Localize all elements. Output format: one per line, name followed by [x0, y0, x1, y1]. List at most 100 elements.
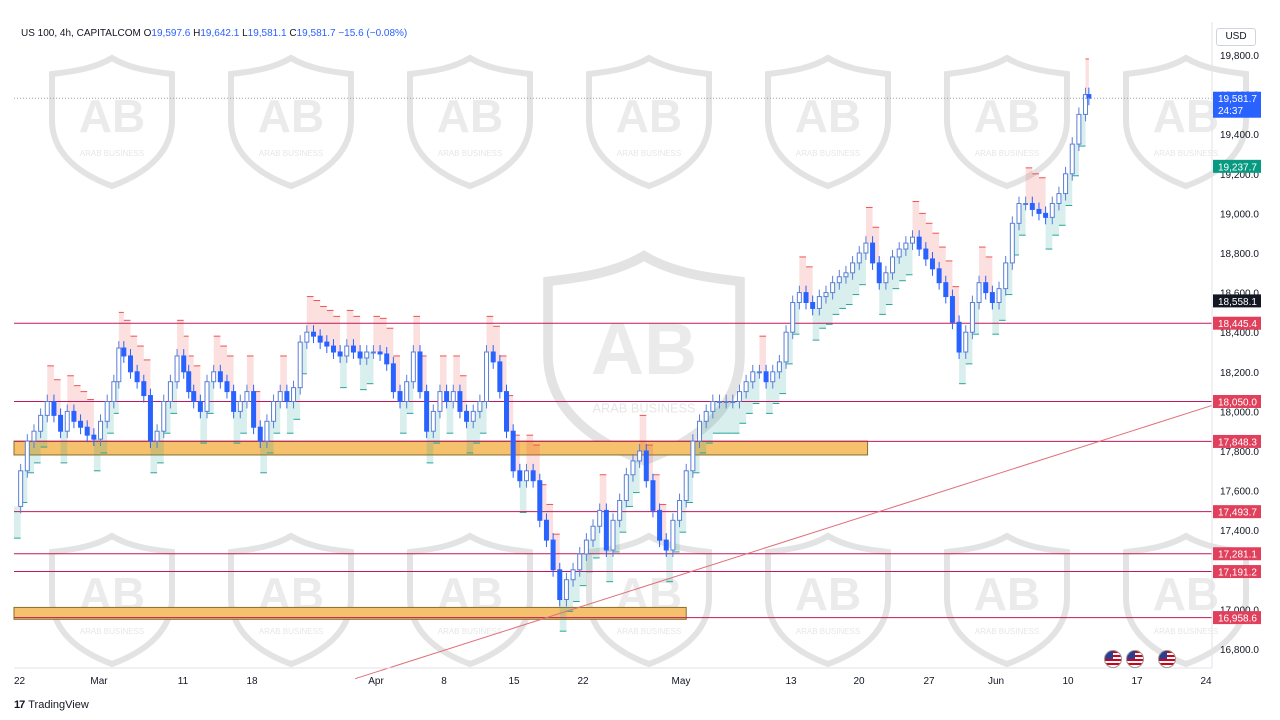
candle-body	[504, 391, 510, 432]
candle-body	[174, 355, 180, 383]
y-tick-label: 17,400.0	[1220, 526, 1259, 537]
trend-cloud-segment	[150, 441, 158, 473]
candle-body	[577, 553, 583, 571]
candle-body	[896, 248, 902, 258]
trend-cloud-segment	[566, 579, 574, 612]
level-price-label: 17,848.3	[1218, 437, 1257, 448]
watermark-shield	[765, 532, 891, 668]
candle-body	[457, 391, 463, 412]
candle-body	[723, 401, 729, 403]
candle-body	[224, 381, 230, 393]
last-price-label: 19,581.7	[1218, 94, 1257, 105]
us-flag-icon[interactable]	[1158, 650, 1176, 668]
level-price-label-background	[1213, 395, 1261, 408]
watermark-monogram: AB	[591, 307, 697, 390]
candle-body	[603, 509, 609, 551]
candle-body	[477, 401, 483, 412]
candle-body	[330, 345, 336, 353]
candle-body	[410, 351, 416, 383]
trend-cloud-segment	[473, 411, 480, 444]
watermark-text: ARAB BUSINESS	[1154, 627, 1218, 636]
trend-cloud-segment	[859, 253, 866, 285]
candle-body	[657, 509, 663, 541]
trend-cloud-segment	[280, 355, 287, 392]
trend-cloud-segment	[739, 391, 747, 424]
candle-body	[357, 351, 363, 359]
x-tick-label: May	[672, 676, 691, 687]
candle-body	[663, 539, 669, 551]
candle-body	[1023, 203, 1029, 205]
trend-cloud-segment	[613, 520, 620, 552]
watermark-text: ARAB BUSINESS	[617, 149, 681, 158]
trend-cloud-segment	[107, 401, 114, 434]
candle-body	[450, 391, 456, 403]
trend-cloud-segment	[183, 336, 189, 372]
trend-cloud-segment	[360, 357, 367, 390]
candle-body	[943, 282, 949, 298]
candle-body	[237, 401, 243, 412]
y-tick-label: 17,600.0	[1220, 487, 1259, 498]
us-flag-icon[interactable]	[1104, 650, 1122, 668]
y-tick-label: 18,800.0	[1220, 249, 1259, 260]
trend-cloud-segment	[340, 355, 347, 388]
candle-body	[127, 355, 133, 373]
trend-cloud-segment	[373, 316, 381, 352]
trend-cloud-segment	[559, 599, 567, 632]
trend-cloud-segment	[1025, 167, 1033, 204]
trend-cloud-segment	[333, 316, 341, 352]
trend-cloud-segment	[446, 401, 454, 434]
candle-body	[84, 426, 90, 436]
trend-cloud-segment	[806, 266, 813, 303]
trend-cloud-segment	[799, 256, 807, 293]
close-value: 19,581.7	[296, 28, 336, 39]
candle-body	[770, 371, 776, 383]
trend-cloud-segment	[27, 441, 34, 473]
trend-cloud-segment	[300, 342, 307, 374]
stop-price-label: 19,237.7	[1218, 162, 1257, 173]
candle-body	[936, 268, 942, 284]
trend-cloud-segment	[326, 310, 334, 347]
candle-body	[623, 474, 629, 502]
trend-cloud-segment	[353, 316, 361, 352]
x-tick-label: Apr	[368, 676, 384, 687]
candle-body	[18, 470, 24, 507]
trend-cloud-segment	[952, 286, 960, 323]
trend-cloud-segment	[939, 247, 946, 283]
candle-body	[703, 410, 709, 422]
trend-cloud-segment	[20, 470, 28, 503]
trend-cloud-segment	[1072, 144, 1079, 176]
candle-body	[790, 302, 796, 333]
us-flag-icon[interactable]	[1126, 650, 1144, 668]
trend-cloud-segment	[825, 292, 833, 325]
candle-body	[251, 391, 257, 428]
supply-demand-zone	[13, 606, 687, 620]
candle-body	[617, 500, 623, 521]
candle-body	[643, 450, 649, 482]
watermark-shield	[228, 532, 354, 668]
trend-cloud-segment	[380, 318, 387, 354]
footer-brand[interactable]: 17 TradingView	[14, 699, 89, 711]
candle-body	[1063, 173, 1069, 195]
trend-cloud-segment	[579, 553, 587, 586]
candle-body	[949, 296, 955, 323]
trend-cloud-segment	[93, 439, 101, 471]
candle-body	[823, 292, 829, 298]
trend-cloud-segment	[306, 296, 314, 333]
watermark-text: ARAB BUSINESS	[438, 149, 502, 158]
trend-cloud-segment	[466, 421, 474, 453]
trend-cloud-segment	[985, 256, 993, 293]
trend-cloud-segment	[726, 401, 733, 434]
currency-button[interactable]: USD	[1216, 28, 1256, 46]
level-price-label-background	[1213, 505, 1261, 519]
level-price-label: 18,050.0	[1218, 398, 1257, 409]
candle-body	[91, 434, 97, 440]
x-tick-label: Jun	[988, 676, 1004, 687]
supply-demand-zone	[13, 440, 869, 456]
trend-cloud-segment	[253, 391, 261, 428]
y-tick-label: 18,000.0	[1220, 407, 1259, 418]
trend-cloud-segment	[919, 213, 926, 250]
candle-body	[1069, 143, 1075, 175]
trend-cloud-segment	[792, 302, 800, 335]
candle-body	[989, 292, 995, 304]
